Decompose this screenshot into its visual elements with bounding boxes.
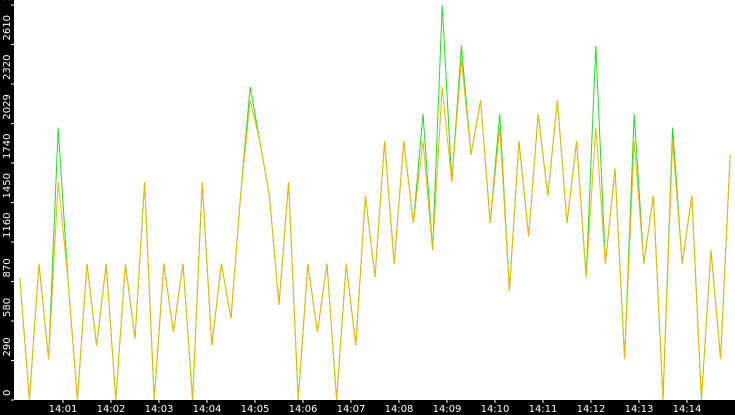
x-tick-label: 14:12 (577, 404, 606, 415)
x-tick-label: 14:02 (97, 404, 126, 415)
y-tick-label: 2900 (2, 0, 13, 1)
y-tick-label: 290 (2, 337, 13, 356)
x-tick-label: 14:01 (49, 404, 78, 415)
y-tick-label: 1450 (2, 173, 13, 198)
x-tick-label: 14:09 (433, 404, 462, 415)
x-tick-label: 14:04 (193, 404, 222, 415)
x-tick-label: 14:07 (337, 404, 366, 415)
y-tick-label: 2029 (2, 94, 13, 119)
x-tick-label: 14:11 (529, 404, 558, 415)
x-tick-label: 14:05 (241, 404, 270, 415)
series-line (19, 59, 731, 401)
y-axis-strip (0, 0, 14, 415)
y-tick-label: 870 (2, 258, 13, 277)
y-tick-label: 1160 (2, 213, 13, 238)
x-tick-label: 14:13 (625, 404, 654, 415)
y-tick-label: 2320 (2, 55, 13, 80)
x-axis-strip (0, 400, 735, 415)
y-tick-label: 1740 (2, 134, 13, 159)
y-tick-label: 580 (2, 298, 13, 317)
x-tick-label: 14:08 (385, 404, 414, 415)
x-tick-label: 14:06 (289, 404, 318, 415)
y-tick-label: 0 (2, 390, 13, 396)
x-tick-label: 14:14 (673, 404, 702, 415)
x-tick-label: 14:03 (145, 404, 174, 415)
x-tick-label: 14:10 (481, 404, 510, 415)
y-tick-label: 2610 (2, 15, 13, 40)
